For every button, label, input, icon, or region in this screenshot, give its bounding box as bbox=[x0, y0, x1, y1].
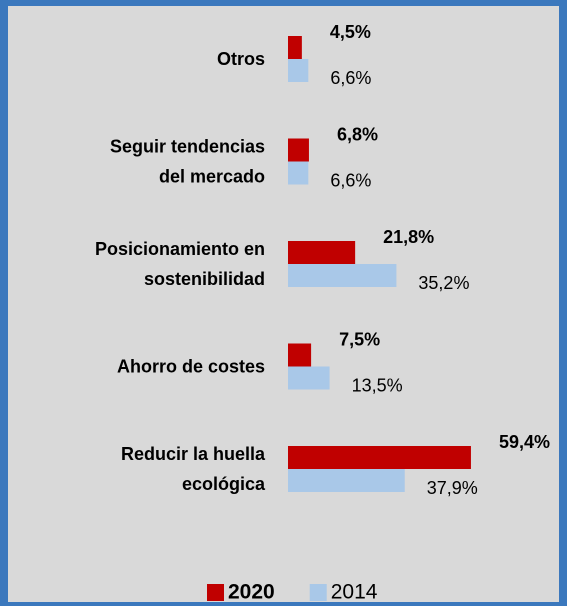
category-label: Ahorro de costes bbox=[117, 356, 265, 376]
plot-background bbox=[8, 6, 559, 602]
bar bbox=[288, 161, 309, 185]
legend-label: 2020 bbox=[228, 581, 275, 604]
category-label: Seguir tendencias bbox=[110, 136, 265, 156]
bar bbox=[288, 264, 397, 287]
category-label: sostenibilidad bbox=[144, 269, 265, 289]
bar bbox=[288, 59, 309, 82]
value-label: 7,5% bbox=[339, 329, 380, 349]
legend-swatch bbox=[207, 584, 224, 601]
value-label: 21,8% bbox=[383, 227, 434, 247]
bar bbox=[288, 469, 405, 492]
value-label: 4,5% bbox=[330, 22, 371, 42]
legend-swatch bbox=[309, 584, 327, 601]
value-label: 35,2% bbox=[418, 273, 469, 293]
bar bbox=[288, 138, 309, 162]
bar bbox=[288, 241, 356, 264]
bar bbox=[288, 366, 330, 390]
bar bbox=[288, 343, 312, 367]
category-label: Otros bbox=[217, 49, 265, 69]
value-label: 6,6% bbox=[330, 170, 371, 190]
value-label: 59,4% bbox=[499, 432, 550, 452]
value-label: 13,5% bbox=[352, 375, 403, 395]
legend-label: 2014 bbox=[331, 581, 378, 604]
value-label: 6,8% bbox=[337, 124, 378, 144]
value-label: 37,9% bbox=[427, 478, 478, 498]
category-label: Posicionamiento en bbox=[95, 239, 265, 259]
category-label: del mercado bbox=[159, 166, 265, 186]
category-label: ecológica bbox=[182, 474, 266, 494]
value-label: 6,6% bbox=[330, 68, 371, 88]
bar bbox=[288, 446, 471, 469]
bar bbox=[288, 36, 302, 59]
category-label: Reducir la huella bbox=[121, 444, 266, 464]
